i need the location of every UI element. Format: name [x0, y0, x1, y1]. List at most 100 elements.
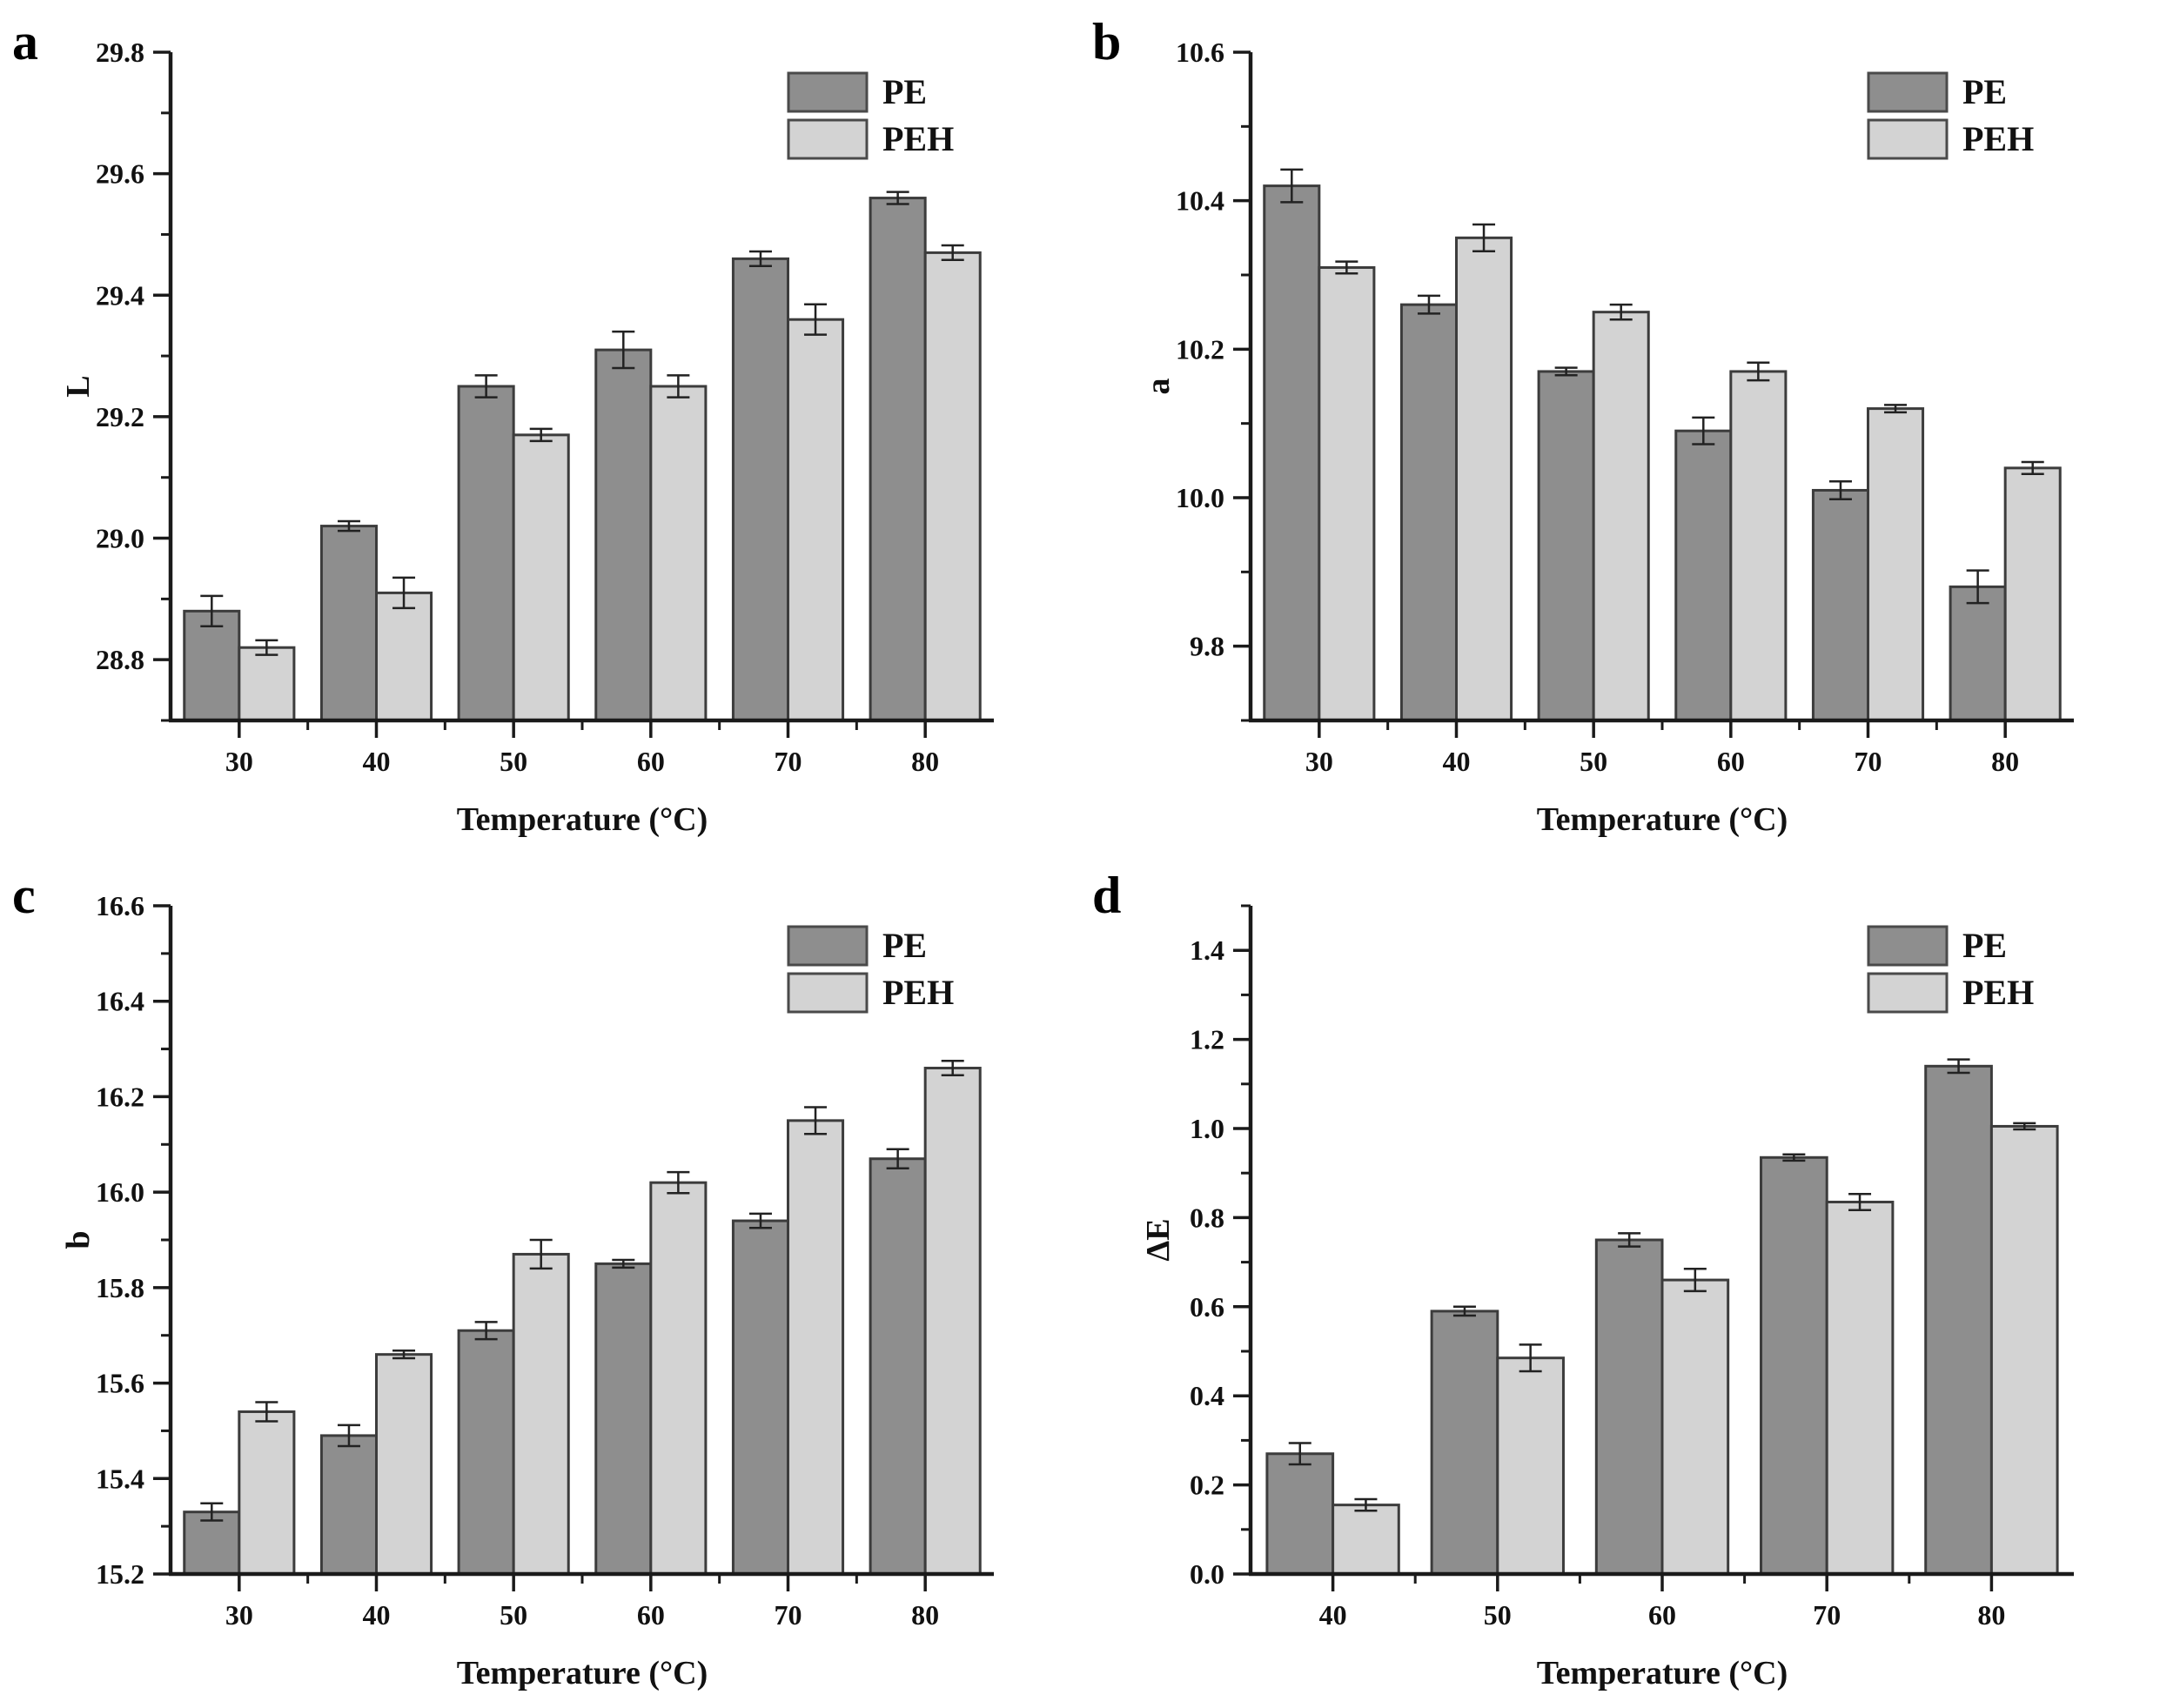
bar-PE-80	[869, 1157, 927, 1576]
bar-PE-60	[594, 1262, 653, 1576]
bar-PEH-70	[787, 318, 845, 722]
bar-PEH-80	[923, 251, 982, 722]
legend-label-PEH: PEH	[1962, 973, 2034, 1012]
bar-PEH-40	[1332, 1504, 1400, 1576]
x-tick-label: 60	[637, 746, 665, 777]
legend-label-PEH: PEH	[1962, 119, 2034, 158]
legend-swatch-PE	[1867, 925, 1949, 967]
y-tick-label: 16.2	[96, 1081, 144, 1112]
x-axis-title: Temperature (°C)	[1537, 801, 1788, 838]
x-tick-label: 70	[775, 1599, 802, 1631]
x-tick-label: 50	[500, 1599, 527, 1631]
bar-PEH-50	[1592, 311, 1650, 722]
y-axis-title: ΔE	[1140, 1218, 1177, 1261]
legend-swatch-PEH	[787, 972, 869, 1014]
legend-swatch-PEH	[1867, 118, 1949, 160]
y-tick-label: 15.2	[96, 1558, 144, 1590]
panel-letter-a: a	[12, 13, 38, 70]
chart-a-L-vs-temperature: 28.8 29.0 29.2 29.4 29.6 29.8 30 40 50 60 70 80 Temp…	[60, 37, 994, 838]
y-tick-label: 0.4	[1190, 1380, 1224, 1411]
bar-PE-80	[1949, 585, 2007, 722]
y-tick-label: 10.6	[1176, 37, 1224, 68]
bar-PEH-30	[238, 1410, 296, 1576]
bar-PE-30	[1263, 184, 1321, 722]
x-tick-label: 50	[1580, 746, 1607, 777]
y-tick-label: 0.0	[1190, 1558, 1224, 1590]
legend-swatch-PE	[1867, 71, 1949, 113]
y-tick-label: 0.8	[1190, 1202, 1224, 1233]
x-tick-label: 40	[363, 1599, 391, 1631]
y-tick-label: 16.6	[96, 890, 144, 921]
panel-c: c 15.2 15.4 15.6 15.8 16.0 16.2 16.4 16.6 30 40 50…	[0, 854, 1080, 1708]
x-axis-title: Temperature (°C)	[457, 1655, 708, 1691]
bar-PE-30	[183, 609, 241, 722]
y-tick-label: 29.0	[96, 523, 144, 554]
x-tick-label: 50	[1484, 1599, 1512, 1631]
x-tick-label: 70	[1813, 1599, 1841, 1631]
y-tick-label: 15.6	[96, 1368, 144, 1399]
bar-PE-70	[731, 257, 790, 722]
legend-label-PE: PE	[882, 926, 927, 965]
bar-PEH-80	[1989, 1124, 2059, 1576]
x-axis-title: Temperature (°C)	[457, 801, 708, 838]
x-tick-label: 70	[1855, 746, 1882, 777]
bar-PE-50	[1430, 1309, 1499, 1576]
bar-PEH-70	[1867, 407, 1925, 722]
legend-label-PEH: PEH	[882, 119, 954, 158]
bar-PE-50	[1537, 370, 1595, 722]
bar-PE-50	[457, 1329, 515, 1576]
y-tick-label: 1.2	[1190, 1024, 1224, 1055]
x-tick-label: 80	[911, 1599, 939, 1631]
y-axis-title: L	[60, 375, 97, 397]
bar-PEH-80	[2003, 466, 2062, 722]
y-tick-label: 29.4	[96, 279, 144, 311]
y-tick-label: 16.0	[96, 1176, 144, 1208]
chart-c-b-vs-temperature: 15.2 15.4 15.6 15.8 16.0 16.2 16.4 16.6 30 40 50 60…	[60, 890, 994, 1691]
y-axis-title: b	[60, 1230, 97, 1249]
panel-b: b 9.8 10.0 10.2 10.4 10.6 30 40 50 60 70 80 Tempera…	[1080, 0, 2160, 854]
x-tick-label: 60	[1648, 1599, 1676, 1631]
legend-label-PE: PE	[1962, 72, 2007, 111]
bar-PE-40	[319, 525, 378, 722]
bar-PE-50	[457, 385, 515, 722]
panel-a: a 28.8 29.0 29.2 29.4 29.6 29.8 30 40 50 60 70 80 Te…	[0, 0, 1080, 854]
panel-d: d 0.0 0.2 0.4 0.6 0.8 1.0 1.2 1.4 40 50 60 70 80 Temp…	[1080, 854, 2160, 1708]
bar-PEH-40	[1455, 236, 1513, 722]
x-tick-label: 70	[775, 746, 802, 777]
x-tick-label: 40	[1319, 1599, 1347, 1631]
bar-PE-40	[1265, 1452, 1335, 1576]
bar-PE-70	[1811, 488, 1870, 722]
legend-swatch-PEH	[1867, 972, 1949, 1014]
legend-label-PE: PE	[1962, 926, 2007, 965]
y-tick-label: 16.4	[96, 986, 144, 1017]
y-tick-label: 9.8	[1190, 631, 1224, 662]
legend-swatch-PEH	[787, 118, 869, 160]
y-tick-label: 10.2	[1176, 333, 1224, 365]
y-tick-label: 29.8	[96, 37, 144, 68]
x-tick-label: 60	[1717, 746, 1745, 777]
x-axis-title: Temperature (°C)	[1537, 1655, 1788, 1691]
bar-PE-80	[1924, 1064, 1993, 1576]
bar-PE-60	[1674, 429, 1733, 722]
y-tick-label: 15.8	[96, 1272, 144, 1303]
bar-PE-40	[319, 1434, 378, 1576]
y-tick-label: 0.6	[1190, 1291, 1224, 1323]
bar-PE-60	[594, 348, 653, 722]
bar-PE-70	[1760, 1155, 1828, 1576]
panel-letter-c: c	[12, 867, 36, 924]
y-tick-label: 28.8	[96, 644, 144, 675]
x-tick-label: 80	[911, 746, 939, 777]
bar-PEH-60	[1729, 370, 1788, 722]
x-tick-label: 30	[225, 1599, 253, 1631]
x-tick-label: 30	[225, 746, 253, 777]
bar-PEH-30	[238, 646, 296, 722]
bar-PE-40	[1399, 303, 1458, 722]
y-tick-label: 15.4	[96, 1463, 144, 1494]
x-tick-label: 40	[1443, 746, 1471, 777]
legend-swatch-PE	[787, 925, 869, 967]
bar-PE-60	[1594, 1238, 1664, 1576]
legend-label-PEH: PEH	[882, 973, 954, 1012]
y-tick-label: 10.0	[1176, 482, 1224, 513]
x-tick-label: 80	[1991, 746, 2019, 777]
